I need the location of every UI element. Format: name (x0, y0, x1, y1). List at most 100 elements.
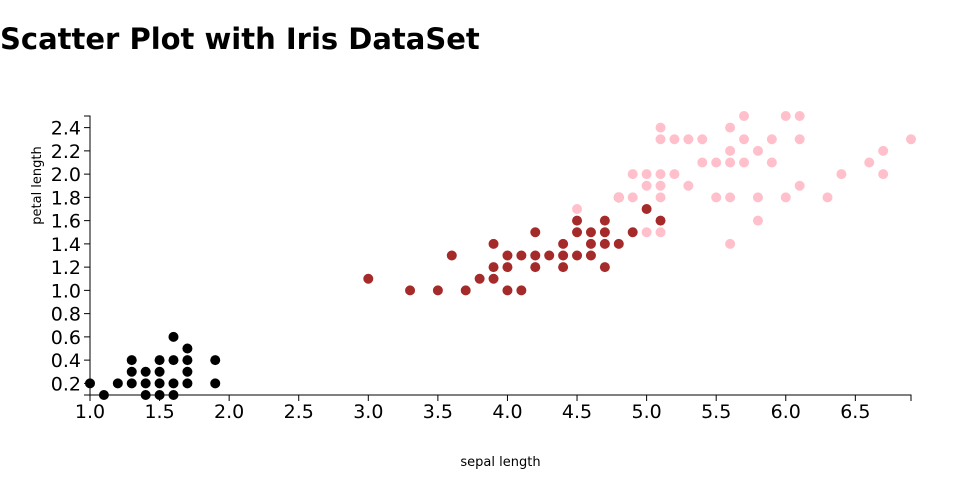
data-point (126, 378, 137, 389)
data-point (878, 145, 889, 156)
data-point (655, 134, 666, 145)
y-tick-label: 1.4 (51, 234, 81, 256)
data-point (572, 250, 583, 261)
data-point (585, 250, 596, 261)
data-point (558, 250, 569, 261)
data-point (210, 378, 221, 389)
data-point (572, 215, 583, 226)
data-point (641, 204, 652, 214)
data-point (836, 169, 847, 180)
data-point (168, 378, 179, 389)
data-point (627, 227, 638, 238)
x-tick-label: 2.0 (214, 401, 244, 423)
data-point (752, 192, 763, 203)
data-point (641, 180, 652, 191)
data-point (794, 180, 805, 191)
data-point (405, 285, 416, 296)
y-tick-label: 1.6 (51, 211, 81, 233)
data-point (766, 134, 777, 145)
data-point (599, 227, 610, 238)
y-axis: 0.20.40.60.81.01.21.41.61.82.02.22.4 (51, 115, 91, 396)
data-point (85, 378, 95, 389)
data-point (168, 355, 179, 366)
data-point (683, 180, 694, 191)
data-point (530, 227, 541, 238)
data-point (739, 157, 750, 168)
x-tick-label: 5.5 (701, 401, 731, 423)
data-point (655, 180, 666, 191)
data-point (655, 215, 666, 226)
data-point (572, 204, 583, 214)
data-point (112, 378, 123, 389)
data-point (739, 111, 750, 121)
data-point (558, 238, 569, 249)
y-tick-label: 0.8 (51, 304, 81, 326)
data-point (794, 134, 805, 145)
data-point (669, 134, 680, 145)
data-point (154, 355, 165, 366)
data-point (864, 157, 875, 168)
data-point (126, 366, 137, 377)
x-tick-label: 6.0 (771, 401, 801, 423)
data-point (641, 169, 652, 180)
y-tick-label: 1.0 (51, 280, 81, 302)
data-point (655, 122, 666, 133)
data-point (725, 238, 736, 249)
data-point (627, 192, 638, 203)
data-point (446, 250, 457, 261)
data-point (210, 355, 221, 366)
data-point (154, 366, 165, 377)
data-point (822, 192, 833, 203)
data-point (140, 378, 151, 389)
x-axis: 1.0 1.5 2.0 2.5 3.0 3.5 4.0 4.5 5.0 5.5 6.0 6.5 (75, 394, 912, 423)
y-tick-label: 2.4 (51, 118, 81, 140)
data-point (432, 285, 443, 296)
data-point (794, 111, 805, 121)
data-point (725, 157, 736, 168)
y-tick-label: 2.2 (51, 141, 81, 163)
data-point (906, 134, 916, 145)
data-point (780, 192, 791, 203)
data-point (182, 343, 193, 354)
data-points (85, 111, 916, 400)
data-point (711, 157, 722, 168)
y-tick-label: 0.4 (51, 350, 81, 372)
data-point (530, 250, 541, 261)
data-point (655, 227, 666, 238)
data-point (154, 390, 165, 400)
data-point (474, 273, 485, 284)
data-point (627, 169, 638, 180)
data-point (725, 145, 736, 156)
x-tick-label: 2.5 (284, 401, 314, 423)
data-point (488, 273, 499, 284)
y-tick-label: 0.6 (51, 327, 81, 349)
data-point (558, 262, 569, 273)
data-point (182, 378, 193, 389)
data-point (168, 390, 179, 400)
data-point (878, 169, 889, 180)
x-tick-label: 3.5 (423, 401, 453, 423)
data-point (140, 366, 151, 377)
data-point (780, 111, 791, 121)
x-axis-title: sepal length (460, 455, 540, 470)
data-point (502, 250, 513, 261)
data-point (669, 169, 680, 180)
data-point (599, 215, 610, 226)
y-tick-label: 2.0 (51, 164, 81, 186)
chart-title: Scatter Plot with Iris DataSet (0, 22, 480, 56)
data-point (154, 378, 165, 389)
data-point (725, 122, 736, 133)
data-point (683, 134, 694, 145)
data-point (697, 134, 708, 145)
x-tick-label: 1.5 (144, 401, 174, 423)
x-tick-label: 1.0 (75, 401, 105, 423)
data-point (516, 250, 527, 261)
data-point (182, 355, 193, 366)
data-point (585, 227, 596, 238)
y-tick-label: 1.2 (51, 257, 81, 279)
data-point (363, 273, 374, 284)
data-point (460, 285, 471, 296)
x-tick-label: 4.5 (562, 401, 592, 423)
data-point (488, 262, 499, 273)
data-point (516, 285, 527, 296)
